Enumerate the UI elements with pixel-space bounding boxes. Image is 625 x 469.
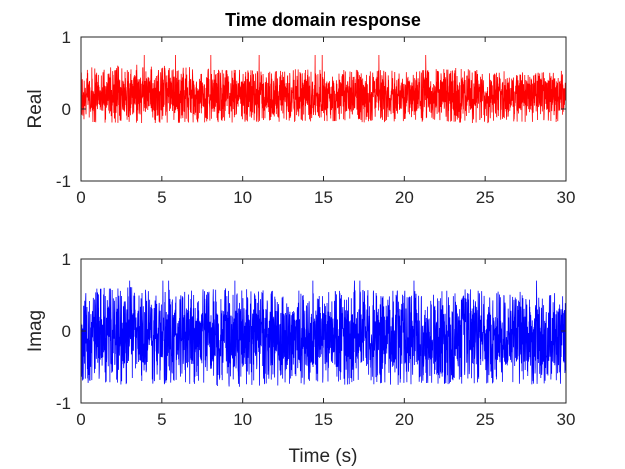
imag-subplot: 0 5 10 15 20 25 30 10-1 Imag Time (s) (25, 250, 575, 467)
imag-x-tick-label-2: 10 (233, 410, 252, 429)
real-y-tick-label-1: 0 (62, 100, 71, 119)
real-x-ticks: 0 5 10 15 20 25 30 (76, 37, 575, 207)
real-y-ticks: 1 0 -1 (56, 28, 566, 191)
real-x-tick-label-0: 0 (76, 188, 85, 207)
imag-series-line (80, 280, 567, 387)
real-series-0-path (80, 54, 567, 124)
real-subplot: Time domain response 0 5 10 15 20 25 30 10-1 R… (25, 10, 575, 207)
imag-y-tick-label-1: 0 (62, 322, 71, 341)
real-x-tick-label-1: 5 (157, 188, 166, 207)
real-y-tick-label-2: -1 (56, 172, 71, 191)
imag-y-tick-label-2: -1 (56, 394, 71, 413)
imag-x-tick-label-4: 20 (395, 410, 414, 429)
real-x-tick-label-5: 25 (476, 188, 495, 207)
imag-ylabel: Imag (25, 310, 46, 352)
real-x-tick-label-4: 20 (395, 188, 414, 207)
imag-y-ticks: 1 0 -1 (56, 250, 566, 413)
real-ylabel: Real (25, 89, 46, 128)
imag-x-tick-label-5: 25 (476, 410, 495, 429)
real-series-line (80, 54, 567, 124)
chart-title: Time domain response (225, 10, 421, 30)
real-x-tick-label-3: 15 (314, 188, 333, 207)
imag-x-tick-label-6: 30 (557, 410, 576, 429)
imag-y-tick-label-0: 1 (62, 250, 71, 269)
imag-x-tick-label-0: 0 (76, 410, 85, 429)
imag-x-ticks: 0 5 10 15 20 25 30 (76, 259, 575, 429)
imag-x-tick-label-1: 5 (157, 410, 166, 429)
imag-series-0-path (80, 280, 567, 387)
real-x-tick-label-2: 10 (233, 188, 252, 207)
real-x-tick-label-6: 30 (557, 188, 576, 207)
imag-x-tick-label-3: 15 (314, 410, 333, 429)
real-y-tick-label-0: 1 (62, 28, 71, 47)
x-axis-label: Time (s) (289, 446, 358, 467)
